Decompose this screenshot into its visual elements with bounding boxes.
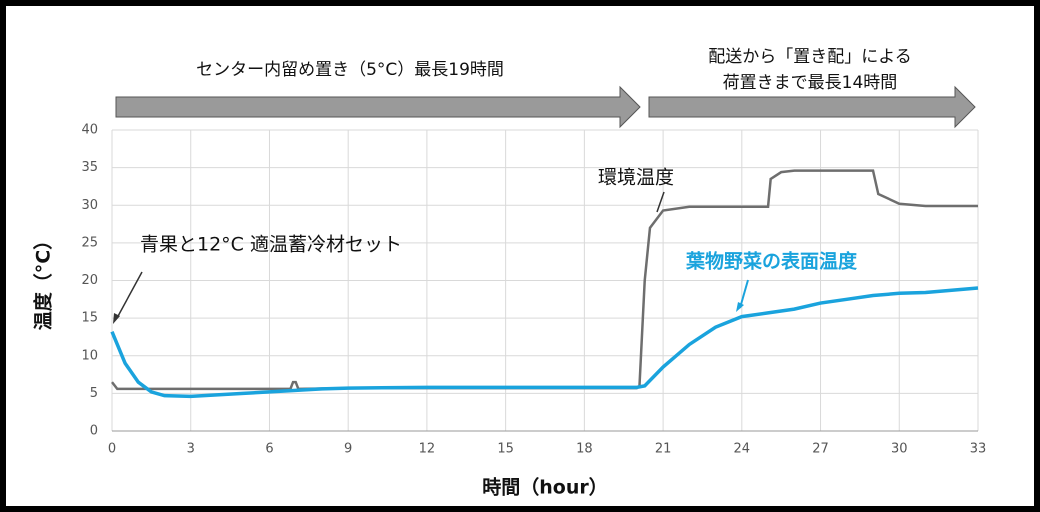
- x-axis-label: 時間（hour）: [482, 476, 607, 499]
- series-line: [111, 169, 978, 391]
- y-tick-label: 40: [81, 123, 98, 138]
- y-axis-label: 温度（°C）: [32, 231, 55, 330]
- x-tick-label: 6: [265, 442, 273, 457]
- series-line: [110, 286, 979, 399]
- y-tick-label: 25: [81, 235, 98, 250]
- phase-arrow: [648, 85, 976, 129]
- annotation-pointer: [116, 271, 143, 319]
- y-tick-label: 30: [81, 198, 98, 213]
- label-pointer: [656, 191, 665, 213]
- x-tick-label: 0: [108, 442, 116, 457]
- y-tick-label: 10: [81, 348, 98, 363]
- x-tick-label: 18: [576, 442, 593, 457]
- series-label: 環境温度: [598, 167, 674, 189]
- x-tick-label: 12: [419, 442, 436, 457]
- x-tick-label: 27: [812, 442, 829, 457]
- x-tick-label: 30: [891, 442, 908, 457]
- y-tick-label: 0: [90, 424, 98, 439]
- phase-label: 配送から「置き配」による: [708, 47, 912, 67]
- y-tick-label: 5: [90, 386, 98, 401]
- series-label: 葉物野菜の表面温度: [685, 250, 858, 273]
- y-tick-label: 15: [81, 311, 98, 326]
- x-tick-label: 21: [655, 442, 672, 457]
- label-pointer-head: [736, 302, 744, 312]
- x-tick-label: 33: [970, 442, 987, 457]
- phase-label: 荷置きまで最長14時間: [723, 73, 898, 93]
- x-tick-label: 24: [734, 442, 751, 457]
- label-pointer: [739, 279, 749, 309]
- annotation: 青果と12°C 適温蓄冷材セット: [140, 234, 402, 256]
- x-tick-label: 9: [344, 442, 352, 457]
- annotation-pointer-head: [113, 313, 120, 324]
- y-tick-label: 35: [81, 160, 98, 175]
- phase-arrow: [115, 85, 641, 129]
- phase-label: センター内留め置き（5°C）最長19時間: [196, 60, 504, 80]
- y-tick-label: 20: [81, 273, 98, 288]
- x-tick-label: 15: [497, 442, 514, 457]
- x-tick-label: 3: [187, 442, 195, 457]
